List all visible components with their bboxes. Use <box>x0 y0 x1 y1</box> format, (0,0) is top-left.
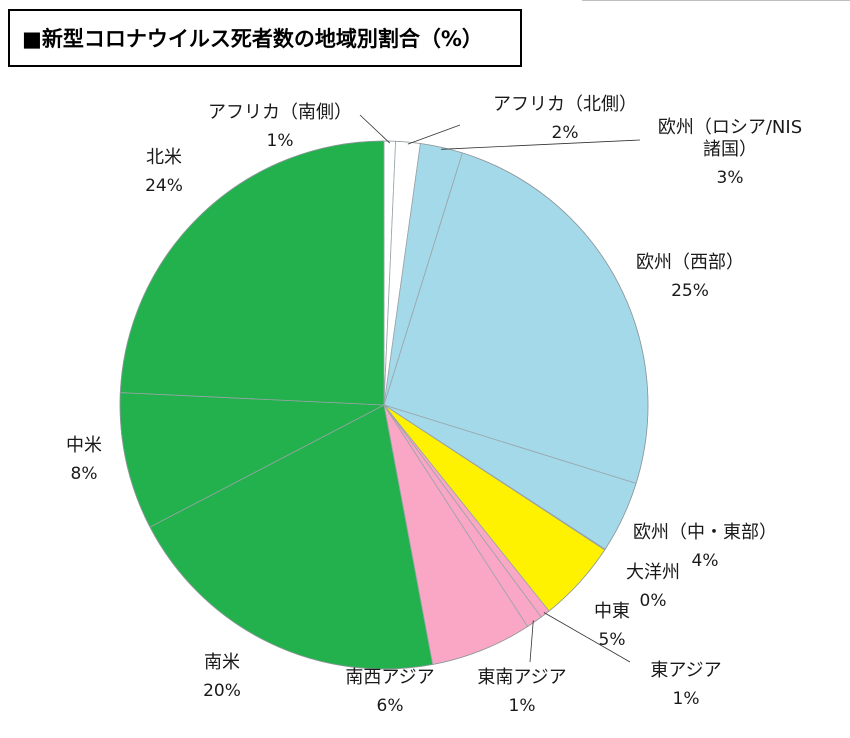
slice-label-name-0: アフリカ（南側） <box>208 102 352 123</box>
slice-label-name-8: 東南アジア <box>477 667 566 688</box>
slice-label-pct-2: 3% <box>717 168 744 188</box>
slice-label-name-2-1: 諸国） <box>703 139 757 160</box>
slice-label-pct-10: 20% <box>203 681 241 701</box>
pie-slices <box>119 140 649 670</box>
slice-label-name-11: 中米 <box>66 435 102 456</box>
slice-label-name-12: 北米 <box>146 147 182 168</box>
pie-outline <box>119 140 649 670</box>
leader-line-0 <box>359 114 391 144</box>
leader-line-1 <box>407 124 461 145</box>
slice-label-pct-3: 25% <box>671 281 709 301</box>
slice-label-pct-6: 5% <box>599 630 626 650</box>
top-right-rule <box>582 0 850 1</box>
slice-label-name-7: 東アジア <box>650 660 721 681</box>
slice-label-pct-1: 2% <box>552 123 579 143</box>
chart-title: ■新型コロナウイルス死者数の地域別割合（%） <box>8 9 522 67</box>
slice-label-pct-8: 1% <box>509 696 536 716</box>
leader-line-8 <box>529 620 534 663</box>
slice-label-pct-0: 1% <box>267 131 294 151</box>
slice-label-name-4: 欧州（中・東部） <box>633 522 777 543</box>
slice-label-pct-5: 0% <box>640 591 667 611</box>
slice-label-pct-11: 8% <box>71 464 98 484</box>
slice-label-pct-9: 6% <box>377 696 404 716</box>
chart-title-text: ■新型コロナウイルス死者数の地域別割合（%） <box>22 27 483 51</box>
slice-label-pct-7: 1% <box>673 689 700 709</box>
slice-label-name-6: 中東 <box>594 601 630 622</box>
slice-label-name-2-0: 欧州（ロシア/NIS <box>658 117 802 138</box>
slice-label-name-9: 南西アジア <box>345 667 434 688</box>
leader-line-2 <box>441 139 641 150</box>
leader-line-7 <box>543 612 631 663</box>
slice-label-name-5: 大洋州 <box>626 562 680 583</box>
slice-label-name-10: 南米 <box>204 652 240 673</box>
slice-label-pct-12: 24% <box>145 176 183 196</box>
slice-label-name-1: アフリカ（北側） <box>493 94 637 115</box>
slice-label-name-3: 欧州（西部） <box>636 252 744 273</box>
slice-label-pct-4: 4% <box>692 551 719 571</box>
leader-lines <box>359 114 641 663</box>
